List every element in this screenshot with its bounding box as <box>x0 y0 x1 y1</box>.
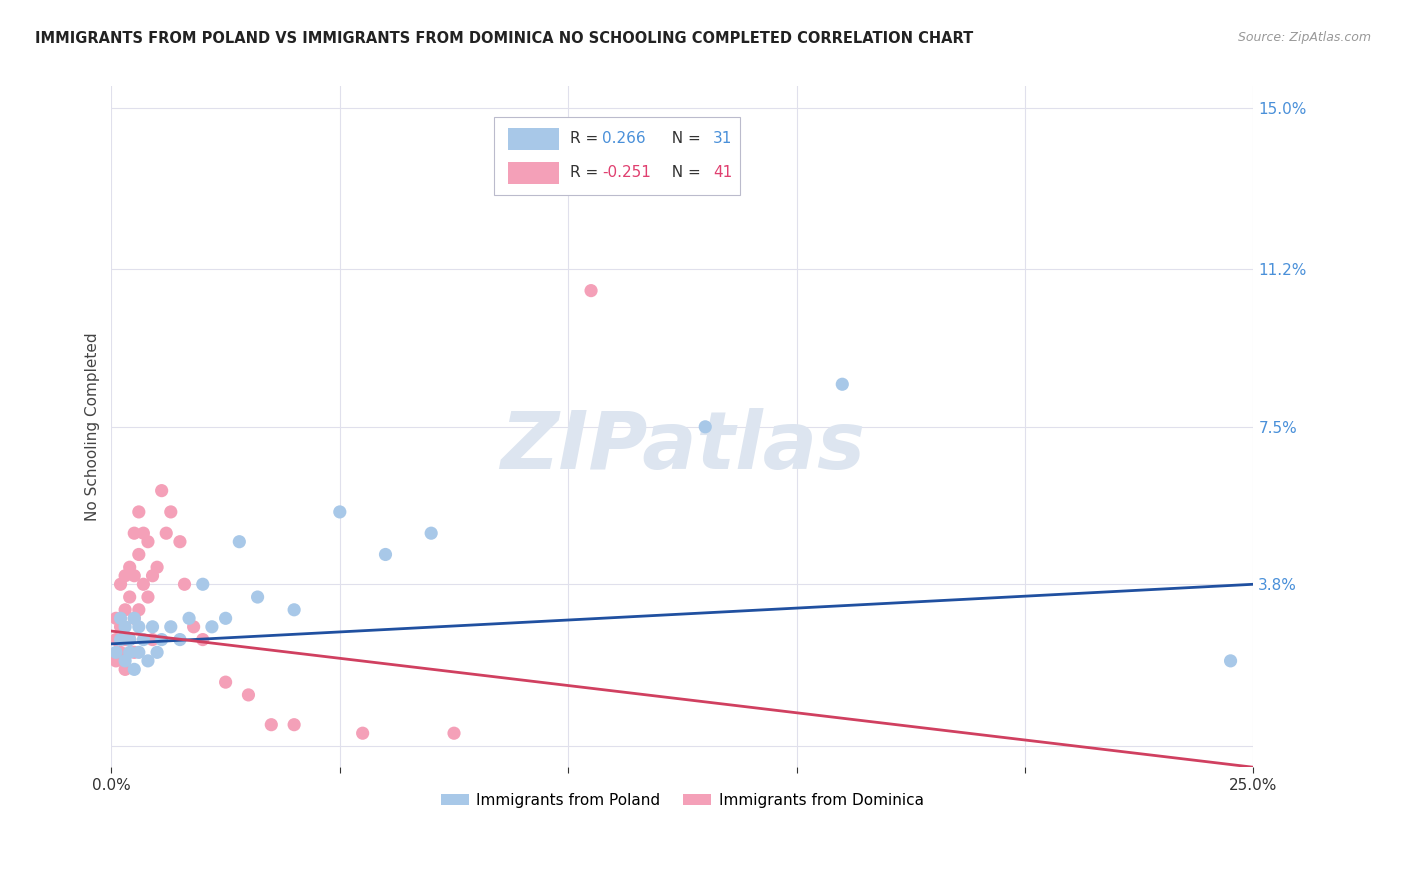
Point <box>110 632 132 647</box>
Legend: Immigrants from Poland, Immigrants from Dominica: Immigrants from Poland, Immigrants from … <box>434 787 929 814</box>
Point <box>114 603 136 617</box>
Point <box>122 611 145 625</box>
Point <box>128 505 150 519</box>
Point <box>110 611 132 625</box>
Point <box>1219 654 1241 668</box>
Text: ZIPatlas: ZIPatlas <box>501 409 865 486</box>
Point <box>150 483 173 498</box>
Point <box>136 654 159 668</box>
Point <box>159 505 181 519</box>
Point <box>128 603 150 617</box>
Point <box>150 632 173 647</box>
Point <box>104 611 127 625</box>
Point <box>155 526 177 541</box>
Point <box>118 560 141 574</box>
Point <box>191 577 214 591</box>
Point <box>173 577 195 591</box>
Bar <box>508 162 560 184</box>
Point <box>283 717 305 731</box>
Point <box>110 620 132 634</box>
Text: 0.266: 0.266 <box>602 131 647 146</box>
Text: 41: 41 <box>713 165 733 180</box>
Point <box>374 548 396 562</box>
Text: R =: R = <box>571 131 603 146</box>
Point <box>695 419 717 434</box>
Point <box>122 526 145 541</box>
Point <box>228 534 250 549</box>
Point <box>169 534 191 549</box>
Point <box>831 377 853 392</box>
Point <box>132 632 155 647</box>
Point <box>420 526 443 541</box>
Point <box>118 632 141 647</box>
Point <box>136 534 159 549</box>
Point <box>114 662 136 676</box>
Point <box>443 726 465 740</box>
Point <box>128 548 150 562</box>
Point <box>122 568 145 582</box>
Text: N =: N = <box>662 165 706 180</box>
Point <box>110 645 132 659</box>
Point <box>141 620 163 634</box>
Point <box>118 590 141 604</box>
Bar <box>508 128 560 150</box>
Point <box>104 645 127 659</box>
Point <box>114 632 136 647</box>
Point <box>159 620 181 634</box>
Point <box>146 645 169 659</box>
Point <box>118 632 141 647</box>
Point <box>104 654 127 668</box>
Point <box>136 590 159 604</box>
FancyBboxPatch shape <box>494 117 740 195</box>
Point <box>110 577 132 591</box>
Point <box>132 526 155 541</box>
Point <box>352 726 374 740</box>
Point <box>579 284 602 298</box>
Point <box>122 645 145 659</box>
Point <box>146 560 169 574</box>
Point <box>128 645 150 659</box>
Point <box>104 632 127 647</box>
Text: -0.251: -0.251 <box>602 165 651 180</box>
Point <box>118 645 141 659</box>
Point <box>183 620 205 634</box>
Text: 31: 31 <box>713 131 733 146</box>
Point <box>214 675 236 690</box>
Point <box>132 577 155 591</box>
Point <box>238 688 260 702</box>
Point <box>114 568 136 582</box>
Y-axis label: No Schooling Completed: No Schooling Completed <box>86 333 100 521</box>
Point <box>283 603 305 617</box>
Point <box>214 611 236 625</box>
Point <box>114 654 136 668</box>
Point <box>169 632 191 647</box>
Point <box>141 568 163 582</box>
Point <box>201 620 224 634</box>
Point <box>122 662 145 676</box>
Point <box>122 611 145 625</box>
Point <box>177 611 200 625</box>
Point <box>260 717 283 731</box>
Text: N =: N = <box>662 131 706 146</box>
Point <box>128 620 150 634</box>
Text: Source: ZipAtlas.com: Source: ZipAtlas.com <box>1237 31 1371 45</box>
Point <box>246 590 269 604</box>
Point <box>329 505 352 519</box>
Point <box>191 632 214 647</box>
Text: R =: R = <box>571 165 603 180</box>
Text: IMMIGRANTS FROM POLAND VS IMMIGRANTS FROM DOMINICA NO SCHOOLING COMPLETED CORREL: IMMIGRANTS FROM POLAND VS IMMIGRANTS FRO… <box>35 31 973 46</box>
Point <box>141 632 163 647</box>
Point <box>114 620 136 634</box>
